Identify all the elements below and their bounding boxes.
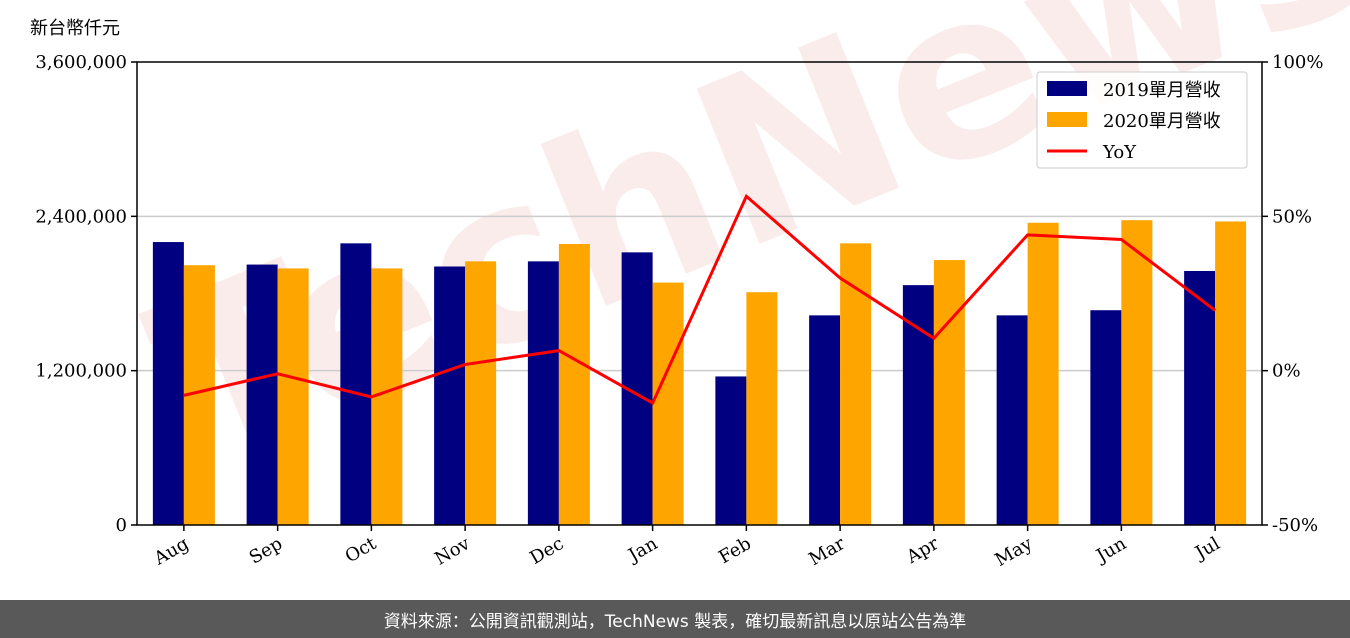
bar-2019-jun — [1090, 310, 1122, 525]
bar-2019-sep — [246, 264, 278, 525]
y-right-tick-label: 100% — [1272, 52, 1323, 73]
bar-2020-sep — [277, 268, 309, 525]
x-tick-label: Dec — [526, 533, 567, 569]
x-tick-label: Apr — [902, 533, 942, 568]
legend-label-0: 2019單月營收 — [1103, 80, 1221, 101]
bar-2019-nov — [434, 266, 466, 525]
y-left-tick-label: 3,600,000 — [35, 52, 127, 73]
x-tick-label: Feb — [715, 533, 755, 568]
bar-2019-apr — [902, 285, 934, 525]
y-right-tick-label: 50% — [1272, 206, 1312, 227]
bar-2020-mar — [840, 243, 872, 525]
x-tick-label: May — [992, 533, 1037, 571]
y-left-tick-label: 0 — [116, 515, 127, 536]
x-tick-label: Nov — [431, 533, 474, 570]
legend-swatch-0 — [1047, 81, 1087, 96]
x-tick-label: Aug — [150, 533, 193, 570]
bar-2020-feb — [746, 292, 778, 525]
yoy-line — [183, 193, 1217, 406]
y-left-tick-label: 1,200,000 — [35, 361, 127, 382]
bar-2019-oct — [340, 243, 372, 525]
chart: TechNews01,200,0002,400,0003,600,000-50%… — [35, 0, 1350, 571]
x-tick-label: Jan — [623, 533, 661, 567]
x-tick-label: Sep — [246, 533, 286, 568]
x-tick-label: Jul — [1190, 533, 1224, 565]
bar-2020-jul — [1215, 221, 1247, 525]
bar-2019-mar — [809, 315, 841, 525]
x-tick-label: Mar — [805, 533, 849, 570]
bar-2019-may — [996, 315, 1028, 525]
bar-2019-feb — [715, 376, 747, 525]
bar-2020-jun — [1121, 220, 1153, 526]
footer-text: 資料來源：公開資訊觀測站，TechNews 製表，確切最新訊息以原站公告為準 — [383, 611, 967, 632]
y-left-tick-label: 2,400,000 — [35, 206, 127, 227]
legend-box — [1036, 71, 1248, 169]
legend-swatch-1 — [1047, 112, 1087, 127]
legend-label-1: 2020單月營收 — [1103, 111, 1221, 132]
y-right-tick-label: 0% — [1272, 361, 1301, 382]
plot-frame — [136, 61, 1263, 526]
x-tick-label: Oct — [342, 533, 381, 568]
y-right-tick-label: -50% — [1272, 515, 1318, 536]
bar-2019-aug — [152, 242, 184, 526]
x-tick-label: Jun — [1091, 533, 1130, 568]
bar-2020-nov — [465, 261, 497, 525]
y-axis-unit-label: 新台幣仟元 — [30, 18, 120, 39]
bar-2020-oct — [371, 268, 403, 525]
footer-source-note: 資料來源：公開資訊觀測站，TechNews 製表，確切最新訊息以原站公告為準 — [0, 600, 1350, 638]
bar-2020-jan — [652, 282, 684, 525]
bar-2020-may — [1027, 222, 1059, 525]
bar-2020-apr — [933, 260, 965, 525]
legend-label-2: YoY — [1102, 142, 1137, 163]
bar-2019-jul — [1184, 270, 1216, 525]
bar-2019-dec — [527, 261, 559, 525]
bar-2020-dec — [558, 243, 590, 525]
